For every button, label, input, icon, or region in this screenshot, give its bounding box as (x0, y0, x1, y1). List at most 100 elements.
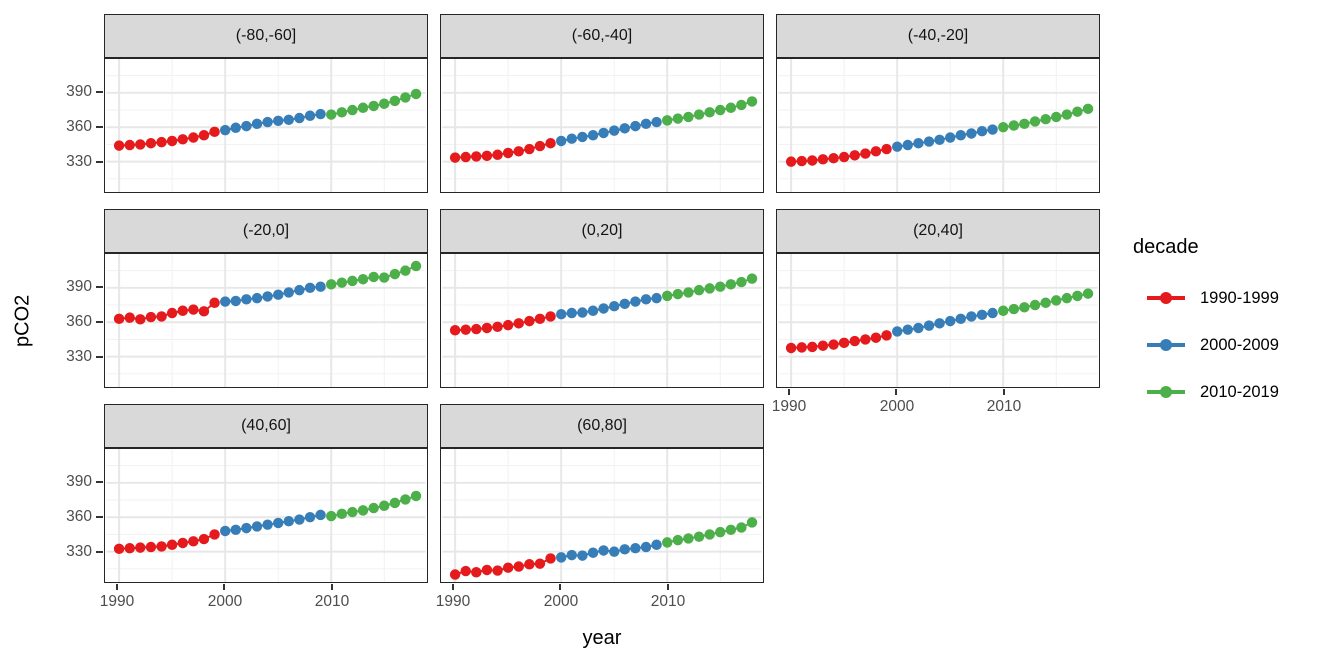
data-point (481, 322, 493, 334)
legend-key-point (1160, 292, 1172, 304)
facet-label: (-60,-40] (571, 27, 633, 44)
data-point (198, 306, 210, 317)
legend-entry: 2000-2009 (1145, 332, 1279, 358)
data-point (315, 281, 326, 292)
facet-strip: (40,60] (104, 404, 428, 448)
legend-entry-label: 2000-2009 (1200, 335, 1279, 354)
data-point (124, 139, 135, 151)
x-axis-tick-label: 2000 (207, 593, 243, 610)
data-point (145, 138, 157, 149)
data-point (577, 307, 588, 318)
facet-panel (440, 58, 764, 193)
data-point (251, 292, 263, 304)
data-point (124, 312, 135, 323)
data-point (368, 271, 379, 283)
data-point (513, 146, 524, 157)
data-point (630, 296, 641, 307)
data-point (283, 287, 294, 298)
legend-entry-label: 2010-2019 (1200, 382, 1279, 401)
series-line-1990-1999 (791, 148, 887, 163)
series-line-2000-2009 (225, 285, 321, 303)
data-point (725, 279, 737, 290)
data-point (347, 104, 358, 116)
facet: (-20,0] (104, 209, 428, 388)
data-point (902, 324, 913, 335)
facet-strip: (-80,-60] (104, 14, 428, 58)
data-point (746, 273, 758, 284)
data-point (987, 307, 998, 319)
data-point (492, 149, 503, 160)
data-point (796, 155, 807, 167)
x-axis-tick (1003, 389, 1006, 395)
series-line-2000-2009 (561, 297, 657, 316)
data-point (492, 321, 503, 333)
data-point (315, 509, 326, 521)
data-point (389, 268, 401, 280)
y-axis-tick-label: 360 (66, 118, 92, 135)
data-point (860, 334, 871, 345)
facet: (-60,-40] (440, 14, 764, 193)
data-point (156, 311, 167, 322)
data-point (1008, 120, 1020, 131)
data-point (251, 521, 263, 532)
data-point (587, 130, 599, 141)
y-axis-tick (96, 356, 103, 359)
data-point (545, 553, 556, 564)
series-line-1990-1999 (791, 334, 887, 349)
data-point (513, 318, 524, 329)
data-point (460, 324, 471, 335)
data-point (640, 118, 652, 130)
data-point (410, 490, 422, 502)
data-point (241, 294, 252, 305)
data-point (545, 138, 556, 149)
data-point (481, 564, 493, 576)
x-axis-tick-label: 2010 (986, 398, 1022, 415)
facet: (-40,-20] (776, 14, 1100, 193)
data-point (577, 131, 588, 143)
data-point (1051, 295, 1062, 306)
data-point (796, 342, 807, 353)
y-axis-tick-label: 390 (66, 278, 92, 295)
data-point (555, 308, 567, 320)
data-point (481, 150, 493, 162)
data-point (272, 289, 284, 300)
series-line-1990-1999 (455, 315, 551, 332)
data-point (113, 140, 125, 151)
data-point (704, 107, 715, 118)
data-point (283, 114, 294, 126)
data-point (219, 124, 231, 136)
data-point (934, 318, 945, 329)
series-line-2000-2009 (561, 543, 657, 559)
series-line-1990-1999 (119, 533, 215, 550)
data-point (566, 549, 577, 561)
data-point (177, 134, 188, 145)
data-point (736, 522, 747, 533)
data-point (347, 506, 358, 518)
data-point (746, 96, 758, 107)
data-point (262, 116, 273, 128)
facet-panel (104, 448, 428, 583)
data-point (966, 128, 977, 139)
data-point (368, 100, 379, 112)
data-point (294, 112, 305, 124)
data-point (891, 326, 903, 337)
data-point (379, 272, 390, 283)
data-point (262, 291, 273, 302)
data-point (389, 95, 401, 107)
data-point (325, 109, 337, 120)
data-point (198, 533, 210, 545)
series-line-2000-2009 (225, 513, 321, 532)
y-axis-title: pCO2 (11, 294, 34, 347)
data-point (379, 500, 390, 511)
y-axis-tick-label: 390 (66, 473, 92, 490)
legend-entry: 1990-1999 (1145, 285, 1279, 311)
data-point (166, 135, 178, 147)
x-axis-tick (116, 584, 119, 590)
facet-label: (-40,-20] (907, 27, 969, 44)
legend-entry: 2010-2019 (1145, 379, 1279, 405)
data-point (577, 550, 588, 561)
data-point (683, 533, 694, 544)
data-point (640, 541, 652, 553)
data-point (294, 284, 305, 296)
x-axis-tick-label: 1990 (435, 593, 471, 610)
